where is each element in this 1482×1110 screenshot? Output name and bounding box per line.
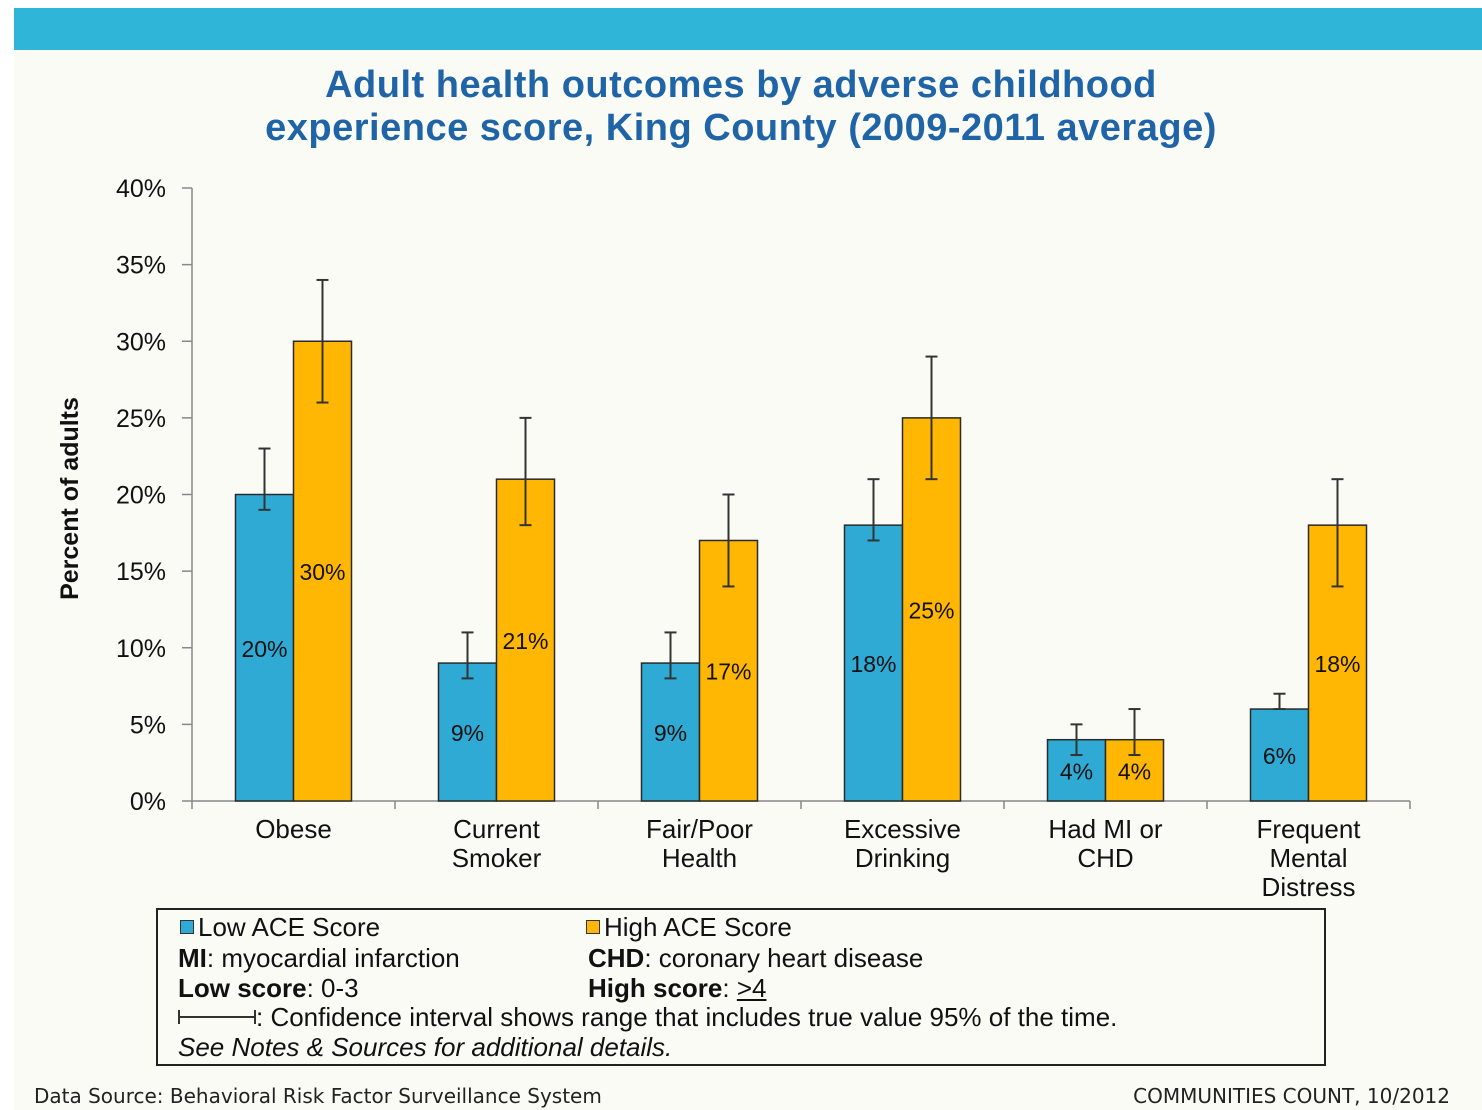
legend-box: Low ACE Score High ACE Score MI: myocard… [156,908,1326,1066]
legend-ci-text: : Confidence interval shows range that i… [256,1002,1118,1032]
legend-notes: See Notes & Sources for additional detai… [178,1032,673,1062]
bar-low-ace [437,662,498,802]
legend-chd-definition: CHD: coronary heart disease [588,943,923,973]
chart-title: Adult health outcomes by adverse childho… [0,64,1482,150]
legend-chd-def: : coronary heart disease [644,943,924,973]
top-banner [14,8,1482,50]
data-label: 9% [654,720,687,746]
bar-high-ace [292,340,353,802]
legend-high-score-def-value: >4 [736,973,767,1003]
legend-mi-def: : myocardial infarction [206,943,460,973]
legend-high-score-def-prefix: : [722,973,737,1003]
x-category-label: Drinking [855,843,950,873]
x-category-label: Fair/Poor [646,814,753,844]
bar-low-ace [1249,708,1310,802]
legend-mi-definition: MI: myocardial infarction [178,943,460,973]
bar-low-ace [843,524,904,802]
x-category-label: Smoker [452,843,542,873]
y-tick-label: 15% [116,558,166,586]
legend-high-label: High ACE Score [604,912,792,942]
x-category-label: Frequent [1256,814,1361,844]
legend-low-score-term: Low score [178,973,307,1003]
x-category-label: Had MI or [1048,814,1162,844]
bar-chart: 0% 5% 10% 15% 20% 25% 30% 35% 40% Percent of adul… [56,175,1411,902]
credit-footer: COMMUNITIES COUNT, 10/2012 [1133,1084,1450,1108]
data-label: 9% [451,720,484,746]
y-tick-label: 20% [116,482,166,510]
y-tick-label: 30% [116,328,166,356]
y-axis-title: Percent of adults [56,397,84,600]
data-label: 20% [241,636,287,662]
bar-high-ace [495,478,556,802]
legend-mi-term: MI [178,943,207,973]
data-label: 30% [299,559,345,585]
data-label: 18% [1314,651,1360,677]
data-label: 18% [850,651,896,677]
legend-high-score-term: High score [588,973,723,1003]
x-category-label: Mental [1269,843,1347,873]
chart-title-line-2: experience score, King County (2009-2011… [265,107,1217,149]
bar-low-ace [640,662,701,802]
legend-low-swatch [180,920,194,934]
data-label: 4% [1118,758,1151,784]
confidence-interval-icon [178,1010,256,1024]
y-tick-label: 40% [116,175,166,203]
x-category-label: Excessive [844,814,961,844]
data-label: 4% [1060,758,1093,784]
y-tick-label: 10% [116,635,166,663]
legend-low-score-definition: Low score: 0-3 [178,973,359,1003]
chart-title-line-1: Adult health outcomes by adverse childho… [325,64,1157,106]
bar-high-ace [901,417,962,802]
x-category-label: Obese [255,814,332,844]
y-tick-label: 5% [130,711,166,739]
legend-high-score-definition: High score: >4 [588,973,766,1003]
legend-chd-term: CHD [588,943,645,973]
legend-high-item: High ACE Score [586,912,792,942]
legend-high-swatch [586,920,600,934]
data-label: 17% [705,659,751,685]
legend-low-score-def: : 0-3 [306,973,359,1003]
y-tick-label: 35% [116,252,166,280]
data-source-footer: Data Source: Behavioral Risk Factor Surv… [34,1084,602,1108]
x-category-label: Current [453,814,540,844]
x-category-label: Health [662,843,737,873]
y-tick-label: 0% [130,788,166,816]
y-tick-label: 25% [116,405,166,433]
legend-low-label: Low ACE Score [198,912,381,942]
legend-ci-explanation: : Confidence interval shows range that i… [178,1002,1117,1032]
x-category-label: CHD [1077,843,1133,873]
data-label: 6% [1263,743,1296,769]
data-label: 21% [502,628,548,654]
data-label: 25% [908,597,954,623]
x-category-label: Distress [1262,872,1356,902]
legend-low-item: Low ACE Score [180,912,380,942]
